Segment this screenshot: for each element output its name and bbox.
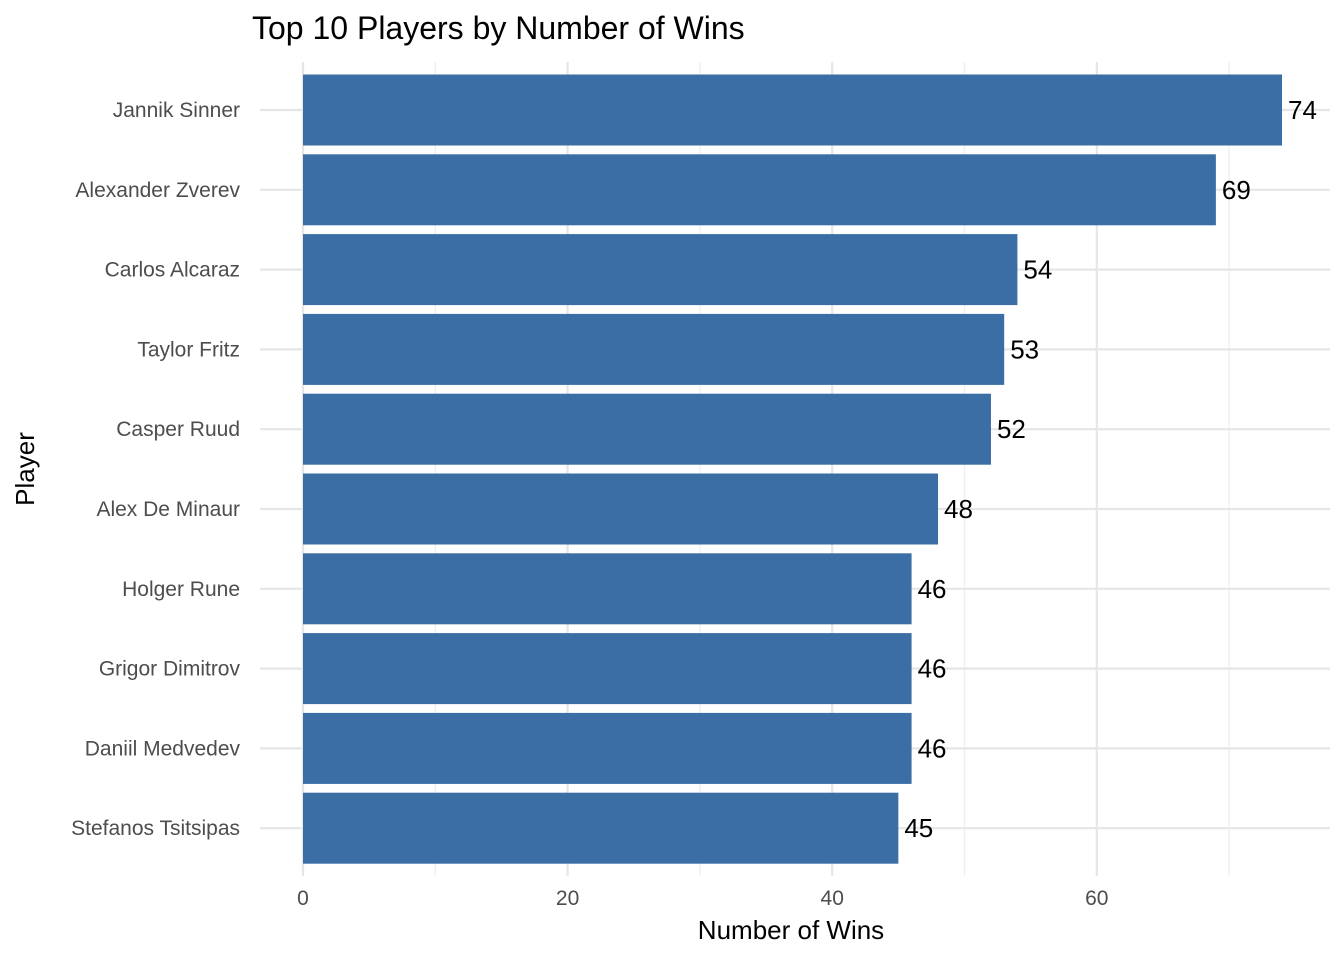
y-axis-ticks: Jannik Sinner Alexander Zverev Carlos Alca…: [71, 99, 240, 840]
data-labels: 74 69 54 53 52 48 46 46 46 45: [904, 95, 1317, 843]
bar: [303, 792, 899, 864]
bar-value-label: 46: [918, 733, 947, 763]
x-tick-label: 0: [297, 887, 309, 910]
bar: [303, 553, 912, 625]
bars: [303, 74, 1283, 864]
y-tick-label: Carlos Alcaraz: [105, 259, 240, 282]
bar-value-label: 69: [1222, 175, 1251, 205]
y-tick-label: Casper Ruud: [116, 418, 240, 441]
y-tick-label: Stefanos Tsitsipas: [71, 817, 240, 840]
x-axis-title: Number of Wins: [698, 915, 884, 945]
bar: [303, 313, 1005, 385]
bar-value-label: 52: [997, 414, 1026, 444]
bar-value-label: 74: [1288, 95, 1317, 125]
x-axis-ticks: 0 20 40 60: [297, 887, 1108, 910]
y-tick-label: Taylor Fritz: [137, 338, 240, 361]
bar-value-label: 48: [944, 494, 973, 524]
bar: [303, 712, 912, 784]
y-tick-label: Grigor Dimitrov: [99, 658, 241, 681]
bar: [303, 473, 939, 545]
bar: [303, 154, 1216, 226]
x-tick-label: 20: [556, 887, 579, 910]
x-tick-label: 40: [821, 887, 844, 910]
bar-value-label: 54: [1023, 255, 1052, 285]
bar-value-label: 46: [918, 574, 947, 604]
bar: [303, 393, 991, 465]
bar-value-label: 46: [918, 654, 947, 684]
bar-value-label: 45: [904, 813, 933, 843]
x-tick-label: 60: [1085, 887, 1108, 910]
bar: [303, 234, 1018, 306]
bar-value-label: 53: [1010, 334, 1039, 364]
y-tick-label: Alexander Zverev: [75, 179, 240, 202]
y-axis-title: Player: [10, 432, 40, 506]
bar: [303, 633, 912, 705]
chart-title: Top 10 Players by Number of Wins: [252, 10, 745, 46]
y-tick-label: Jannik Sinner: [113, 99, 240, 122]
y-tick-label: Holger Rune: [122, 578, 240, 601]
y-tick-label: Daniil Medvedev: [85, 737, 241, 760]
y-tick-label: Alex De Minaur: [96, 498, 240, 521]
bar: [303, 74, 1283, 146]
